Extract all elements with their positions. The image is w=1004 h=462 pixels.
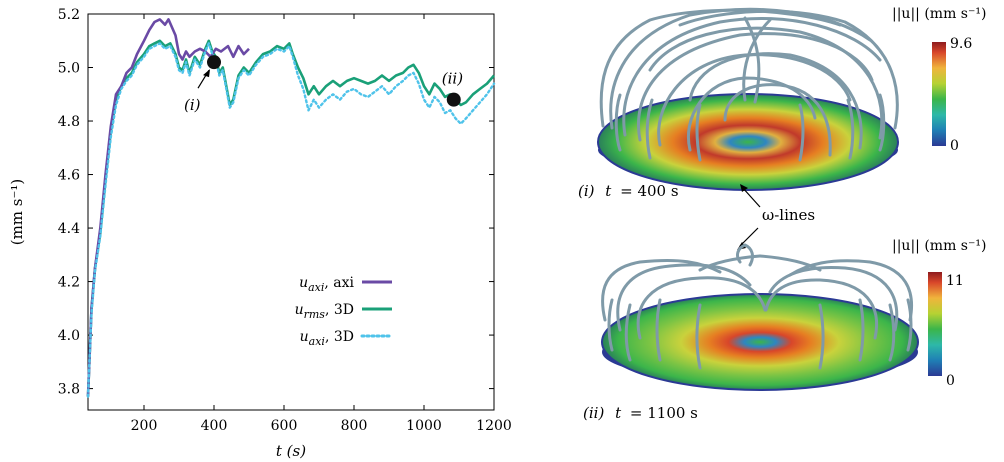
y-tick-label: 4.8 <box>58 114 80 130</box>
marker-i-label: (i) <box>184 96 201 114</box>
plot-frame <box>87 13 495 411</box>
x-tick-label: 800 <box>341 418 368 434</box>
legend-label-0: uaxi, axi <box>299 275 354 294</box>
line-chart: 200 400 600 800 1000 1200 3.8 4.0 4.2 4.4 4.6 4.8 5… <box>8 7 512 460</box>
y-tick-label: 5.0 <box>58 61 80 77</box>
annotations: (i) (ii) <box>184 55 463 114</box>
legend: uaxi, axi urms, 3D uaxi, 3D <box>295 275 394 348</box>
colorbar-bottom <box>928 272 942 376</box>
series-line-1 <box>86 39 495 397</box>
x-axis-title: t (s) <box>276 442 306 460</box>
colorbar-max-top: 9.6 <box>950 36 972 52</box>
x-tick-label: 1000 <box>406 418 442 434</box>
omega-arrowhead-up <box>740 184 748 192</box>
panel-top: (i) t = 400 s ||u|| (mm s⁻¹) 9.6 0 <box>578 6 986 200</box>
omega-arrow-down <box>739 227 759 247</box>
marker-ii <box>446 92 461 107</box>
omega-lines-annotation: ω-lines <box>737 184 815 250</box>
series-group <box>86 18 496 398</box>
y-tick-label: 4.0 <box>58 328 80 344</box>
omega-arrow-up <box>741 186 761 208</box>
disk-top <box>597 93 899 191</box>
legend-label-1: urms, 3D <box>295 302 354 321</box>
series-line-0 <box>86 18 250 397</box>
caption-bottom: (ii) t = 1100 s <box>583 404 698 422</box>
disk-bottom <box>601 293 919 391</box>
y-axis: 3.8 4.0 4.2 4.4 4.6 4.8 5.0 5.2 <box>58 7 494 398</box>
y-tick-label: 4.6 <box>58 168 80 184</box>
marker-ii-label: (ii) <box>442 70 463 88</box>
x-tick-label: 1200 <box>476 418 512 434</box>
colorbar-title-top: ||u|| (mm s⁻¹) <box>892 6 986 22</box>
x-tick-label: 600 <box>271 418 298 434</box>
series-line-2 <box>86 42 496 398</box>
colorbar-top <box>932 42 946 146</box>
colorbar-min-top: 0 <box>950 138 959 154</box>
y-tick-label: 5.2 <box>58 7 80 23</box>
legend-label-2: uaxi, 3D <box>300 329 354 348</box>
colorbar-title-bottom: ||u|| (mm s⁻¹) <box>892 238 986 254</box>
x-tick-label: 200 <box>131 418 158 434</box>
marker-i-arrowhead <box>203 69 210 78</box>
streamlines-bottom <box>601 243 914 370</box>
y-axis-title: (mm s⁻¹) <box>8 179 26 246</box>
colorbar-min-bottom: 0 <box>946 373 955 389</box>
y-tick-label: 3.8 <box>58 382 80 398</box>
omega-lines-label: ω-lines <box>762 206 815 224</box>
streamlines-top <box>599 7 899 162</box>
y-tick-label: 4.2 <box>58 275 80 291</box>
caption-top: (i) t = 400 s <box>578 182 679 200</box>
colorbar-max-bottom: 11 <box>946 273 964 289</box>
marker-i <box>207 55 221 70</box>
panel-bottom: (ii) t = 1100 s ||u|| (mm s⁻¹) 11 0 <box>583 238 986 422</box>
x-tick-label: 400 <box>201 418 228 434</box>
x-axis: 200 400 600 800 1000 1200 <box>131 14 512 434</box>
y-tick-label: 4.4 <box>58 221 80 237</box>
